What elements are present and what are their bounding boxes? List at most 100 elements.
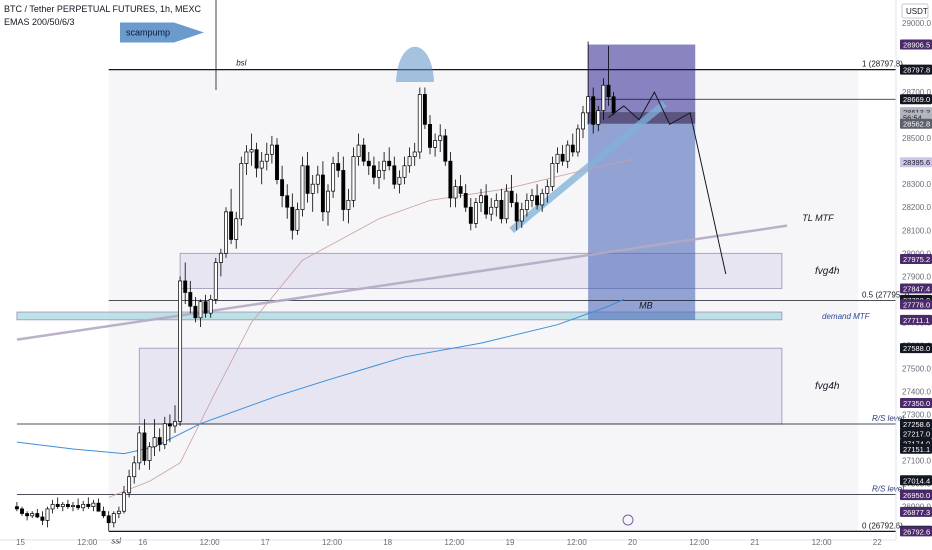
y-tick-label: 27100.0	[902, 457, 931, 466]
price-label: 27258.6	[903, 420, 930, 429]
candle	[417, 94, 422, 153]
candle	[514, 202, 519, 222]
candle	[473, 202, 478, 224]
candle	[218, 252, 223, 263]
price-label-bg	[900, 118, 932, 129]
candle	[229, 211, 234, 240]
candle	[530, 195, 534, 201]
x-tick-label: 12:00	[812, 538, 833, 547]
candle	[65, 503, 70, 507]
price-label-bg	[900, 314, 932, 325]
candle	[142, 432, 147, 461]
price-label-bg	[900, 254, 932, 265]
candle	[86, 503, 91, 507]
level-label: R/S level	[872, 414, 904, 423]
candle	[234, 218, 239, 240]
y-tick-label: 27400.0	[902, 387, 931, 396]
candle	[570, 144, 575, 153]
candle	[50, 503, 55, 510]
candle	[162, 423, 167, 445]
candle	[188, 292, 193, 307]
candle	[81, 503, 86, 509]
y-tick-label: 28000.0	[902, 249, 931, 258]
price-label-bg	[900, 475, 932, 486]
candle	[484, 195, 489, 215]
candle	[346, 199, 351, 210]
candle	[285, 195, 290, 208]
candle	[269, 144, 274, 155]
currency-box	[901, 3, 929, 19]
price-label-bg	[900, 94, 932, 105]
x-tick-label: 12:00	[200, 538, 221, 547]
candle	[14, 506, 19, 510]
price-label: 28562.8	[903, 120, 930, 129]
demand-mtf-label: demand MTF	[822, 312, 871, 321]
candle	[555, 153, 560, 164]
candle	[586, 96, 591, 114]
candle	[35, 513, 40, 518]
price-label: 27014.4	[903, 476, 930, 485]
candle	[453, 186, 458, 199]
candle	[463, 193, 468, 208]
candle	[606, 84, 611, 98]
candle	[392, 165, 397, 185]
candle	[198, 301, 203, 319]
candle	[264, 153, 269, 162]
candle	[193, 305, 198, 319]
candle	[499, 199, 504, 220]
price-label-bg	[900, 443, 932, 454]
candle	[596, 110, 601, 125]
y-tick-label: 27500.0	[902, 364, 931, 373]
candle	[356, 144, 361, 157]
x-tick-label: 22	[873, 538, 882, 547]
trade-entry-band	[588, 112, 696, 124]
candle	[208, 299, 213, 314]
ema-pink-line	[108, 158, 635, 498]
candle	[412, 151, 417, 157]
level-label: 0 (26792.6)	[862, 521, 903, 530]
candle	[315, 174, 320, 185]
candle	[591, 96, 596, 125]
candle	[137, 432, 142, 464]
y-tick-label: 28700.0	[902, 88, 931, 97]
price-label-bg	[900, 397, 932, 408]
x-tick-label: 12:00	[567, 538, 588, 547]
price-label: 28669.0	[903, 95, 930, 104]
candle	[71, 505, 75, 507]
candle	[305, 165, 310, 194]
x-tick-label: 20	[628, 538, 637, 547]
candle	[326, 190, 330, 213]
x-tick-label: 16	[138, 538, 147, 547]
candle	[60, 503, 65, 507]
price-label: 28395.6	[903, 158, 930, 167]
candle	[581, 112, 585, 130]
x-tick-label: 12:00	[322, 538, 343, 547]
candle	[331, 163, 336, 192]
price-label: 28906.5	[903, 41, 930, 50]
price-label: 27711.1	[903, 316, 930, 325]
price-label-bg	[900, 64, 932, 75]
candle	[127, 476, 132, 494]
event-icon	[622, 514, 634, 526]
candle	[91, 502, 96, 507]
candle	[280, 179, 285, 197]
price-label-bg	[900, 490, 932, 501]
candle	[244, 151, 249, 164]
candle	[601, 84, 606, 111]
candle	[443, 135, 448, 162]
candle	[152, 437, 157, 448]
x-tick-label: 18	[383, 538, 392, 547]
price-label-bg	[900, 39, 932, 50]
candle	[402, 165, 407, 178]
tl-mtf-label: TL MTF	[802, 213, 834, 223]
price-label: 28797.8	[903, 66, 930, 75]
candle	[351, 156, 356, 201]
candle	[489, 206, 494, 215]
fvg4h-label: fvg4h	[815, 381, 840, 392]
candle	[336, 163, 341, 171]
price-label-bg	[900, 299, 932, 310]
candle	[535, 195, 540, 206]
candle	[494, 199, 499, 208]
